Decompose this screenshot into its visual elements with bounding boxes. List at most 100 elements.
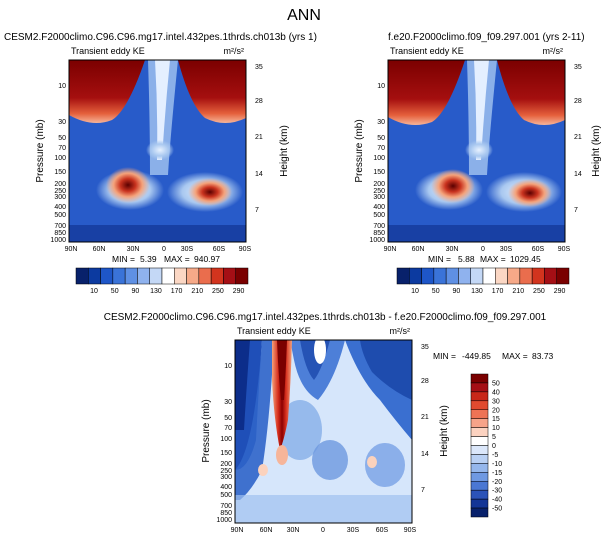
p-tick: 250 xyxy=(54,188,66,195)
colorbar-swatch xyxy=(470,463,489,473)
panel-reference-max-value: 1029.45 xyxy=(510,254,541,264)
p-tick: 150 xyxy=(54,169,66,176)
p-tick: 400 xyxy=(373,204,385,211)
colorbar-swatch xyxy=(470,409,489,419)
colorbar-swatch xyxy=(112,267,126,285)
x-tick: 0 xyxy=(321,527,325,534)
x-tick: 60N xyxy=(260,527,273,534)
season-title: ANN xyxy=(287,7,321,24)
colorbar-label: -40 xyxy=(492,497,502,504)
x-tick: 30S xyxy=(347,527,360,534)
panel-reference-min-label: MIN = xyxy=(428,254,451,264)
colorbar-label: -20 xyxy=(492,479,502,486)
panel-model-variable-title: Transient eddy KE xyxy=(71,46,145,56)
colorbar-label: -10 xyxy=(492,461,502,468)
colorbar-swatch xyxy=(556,267,570,285)
panel-reference: f.e20.F2000climo.f09_f09.297.001 (yrs 2-… xyxy=(354,32,602,295)
panel-difference-max-value: 83.73 xyxy=(532,351,554,361)
h-tick: 35 xyxy=(421,344,429,351)
p-tick: 300 xyxy=(54,194,66,201)
colorbar-label: 5 xyxy=(492,434,496,441)
x-tick: 60N xyxy=(93,246,106,253)
colorbar-swatch xyxy=(470,489,489,500)
panel-difference-ylabel: Pressure (mb) xyxy=(201,399,212,462)
p-tick: 850 xyxy=(54,230,66,237)
colorbar-swatch xyxy=(174,267,187,285)
colorbar-swatch xyxy=(544,267,557,285)
colorbar-label: 10 xyxy=(90,288,98,295)
h-tick: 35 xyxy=(255,64,263,71)
colorbar-label: 210 xyxy=(512,288,524,295)
panel-difference: CESM2.F2000climo.C96.C96.mg17.intel.432p… xyxy=(104,312,554,534)
colorbar-swatch xyxy=(470,481,489,491)
colorbar-label: 15 xyxy=(492,416,500,423)
p-tick: 1000 xyxy=(369,237,385,244)
panel-difference-frame xyxy=(234,339,413,524)
colorbar-label: 250 xyxy=(533,288,545,295)
h-tick: 14 xyxy=(574,171,582,178)
colorbar-swatch xyxy=(186,267,200,285)
colorbar-label: 170 xyxy=(492,288,504,295)
colorbar-swatch xyxy=(470,445,489,455)
p-tick: 250 xyxy=(373,188,385,195)
h-tick: 35 xyxy=(574,64,582,71)
colorbar-label: -15 xyxy=(492,470,502,477)
x-tick: 30N xyxy=(127,246,140,253)
colorbar-swatch xyxy=(482,267,496,285)
panel-model-ylabel-right: Height (km) xyxy=(279,125,290,177)
p-tick: 700 xyxy=(373,223,385,230)
p-tick: 70 xyxy=(58,145,66,152)
colorbar-swatch xyxy=(421,267,435,285)
panel-difference-height-ticks: 35 28 21 14 7 xyxy=(421,344,429,494)
panel-reference-ylabel: Pressure (mb) xyxy=(354,119,365,182)
p-tick: 1000 xyxy=(50,237,66,244)
panel-difference-pressure-ticks: 10 30 50 70 100 150 200 250 300 400 500 … xyxy=(216,363,232,524)
panel-model-field xyxy=(69,60,246,242)
x-tick: 60S xyxy=(532,246,545,253)
colorbar-label: 130 xyxy=(471,288,483,295)
colorbar-label: -5 xyxy=(492,452,498,459)
p-tick: 30 xyxy=(224,399,232,406)
h-tick: 7 xyxy=(421,487,425,494)
x-tick: 30N xyxy=(287,527,300,534)
colorbar-swatch xyxy=(198,267,212,285)
colorbar-swatch xyxy=(161,267,175,285)
h-tick: 28 xyxy=(574,98,582,105)
panel-reference-units: m²/s² xyxy=(543,46,564,56)
colorbar-swatch xyxy=(458,267,471,285)
p-tick: 700 xyxy=(220,503,232,510)
p-tick: 300 xyxy=(220,474,232,481)
h-tick: 14 xyxy=(255,171,263,178)
colorbar-swatch xyxy=(470,436,489,446)
colorbar-swatch xyxy=(149,267,163,285)
panel-reference-pressure-ticks: 10 30 50 70 100 150 200 250 300 400 500 … xyxy=(369,83,385,244)
colorbar-label: 40 xyxy=(492,389,500,396)
colorbar-swatch xyxy=(470,507,489,518)
p-tick: 300 xyxy=(373,194,385,201)
colorbar-swatch xyxy=(470,267,484,285)
p-tick: 50 xyxy=(224,415,232,422)
p-tick: 250 xyxy=(220,468,232,475)
p-tick: 500 xyxy=(54,212,66,219)
colorbar-swatch xyxy=(495,267,508,285)
colorbar-swatch xyxy=(124,267,138,285)
p-tick: 150 xyxy=(220,450,232,457)
panel-difference-min-value: -449.85 xyxy=(462,351,491,361)
panel-difference-ylabel-right: Height (km) xyxy=(439,405,450,457)
colorbar-swatch xyxy=(470,382,489,393)
colorbar-label: 20 xyxy=(492,407,500,414)
colorbar-label: 90 xyxy=(452,288,460,295)
p-tick: 200 xyxy=(373,181,385,188)
panel-model-height-ticks: 35 28 21 14 7 xyxy=(255,64,263,214)
x-tick: 60N xyxy=(412,246,425,253)
colorbar-swatch xyxy=(409,267,422,285)
panel-reference-field xyxy=(388,60,565,242)
p-tick: 200 xyxy=(220,461,232,468)
colorbar-label: 90 xyxy=(131,288,139,295)
colorbar-swatch xyxy=(433,267,447,285)
panel-model-ylabel: Pressure (mb) xyxy=(35,119,46,182)
colorbar-swatch xyxy=(470,427,489,437)
colorbar-swatch xyxy=(210,267,224,285)
panel-model-case-title: CESM2.F2000climo.C96.C96.mg17.intel.432p… xyxy=(4,32,317,43)
